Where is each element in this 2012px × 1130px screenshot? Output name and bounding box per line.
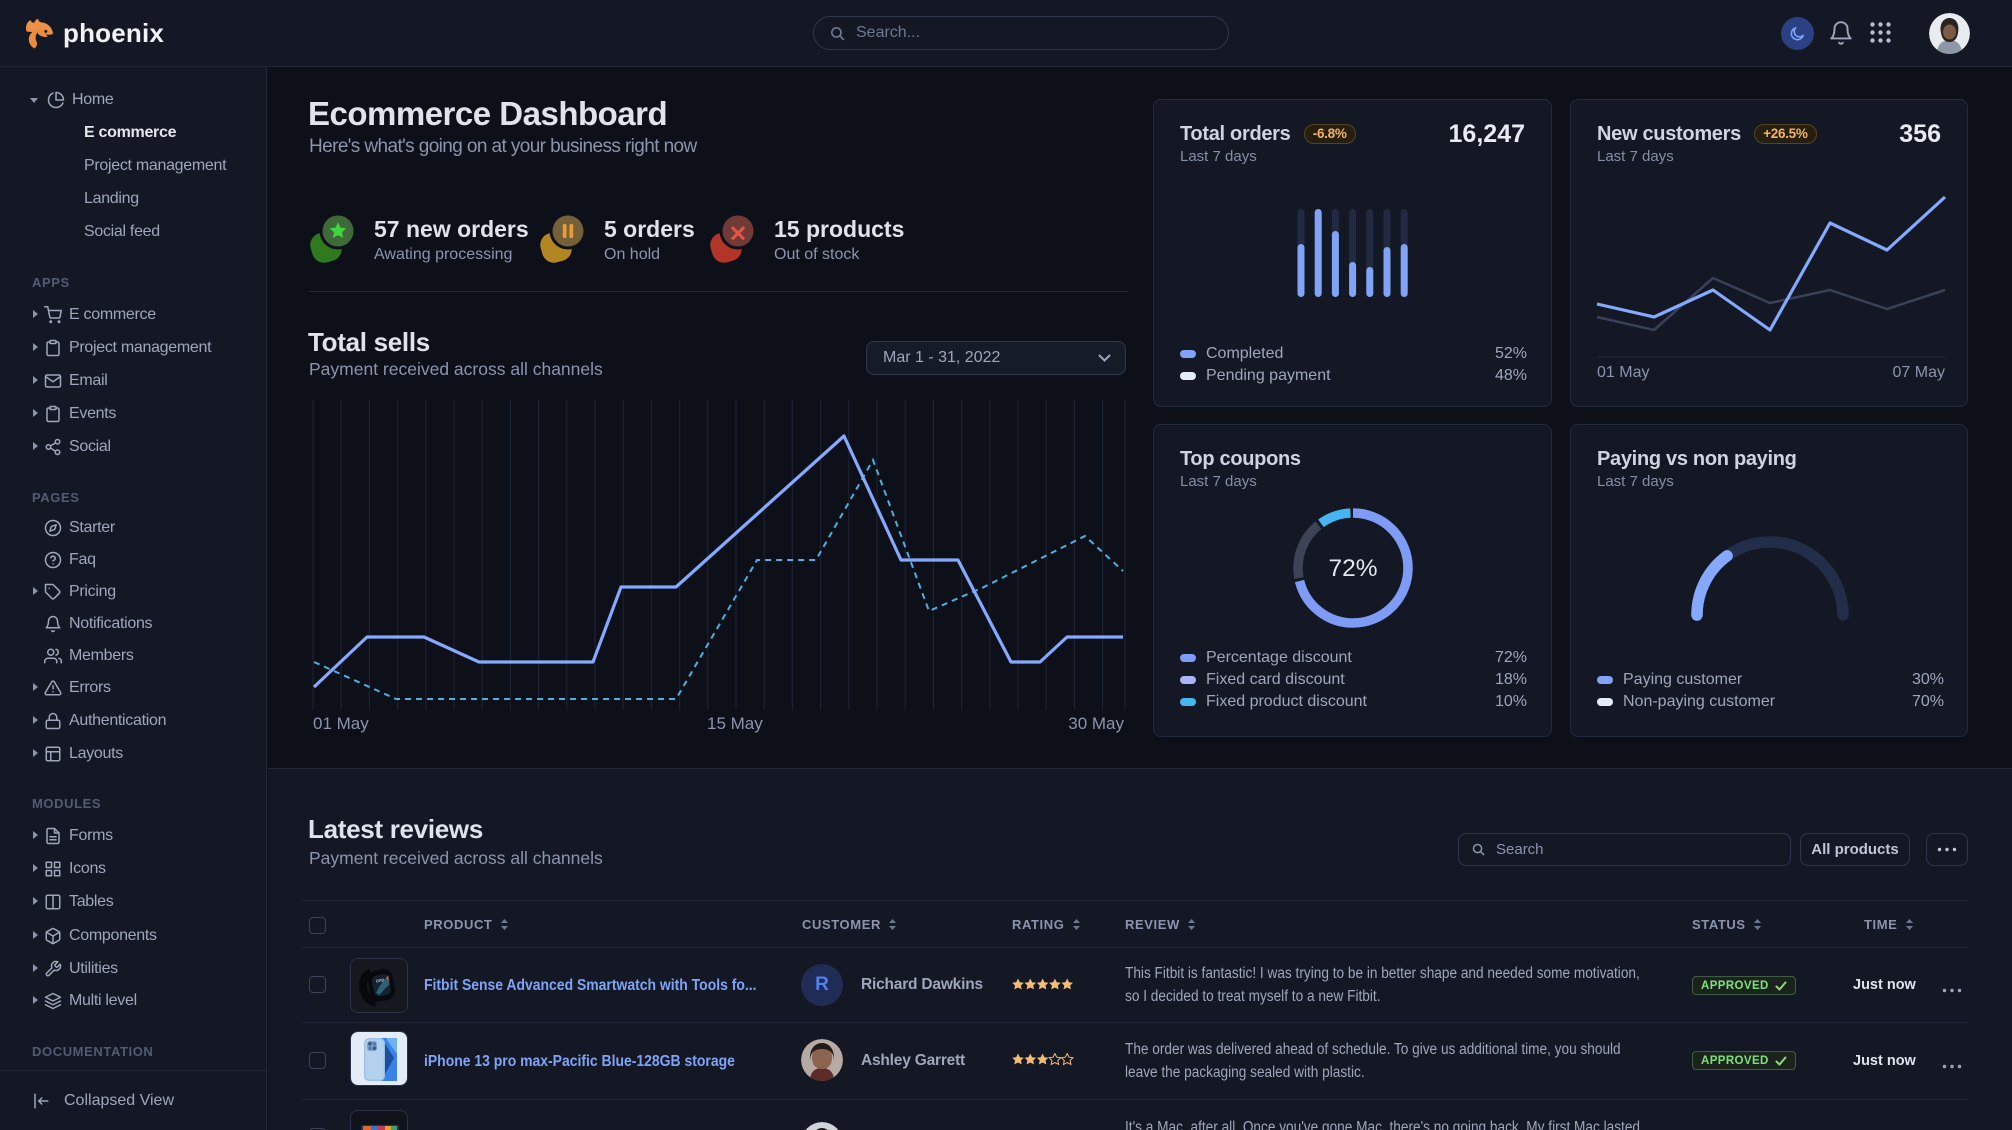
svg-text:15 May: 15 May — [707, 714, 763, 733]
svg-text:30 May: 30 May — [1068, 714, 1124, 733]
svg-text:01 May: 01 May — [313, 714, 369, 733]
svg-text:one: one — [375, 977, 384, 984]
svg-text:72%: 72% — [1328, 555, 1377, 582]
svg-text:07 May: 07 May — [1893, 364, 1945, 381]
svg-text:01 May: 01 May — [1597, 364, 1649, 381]
